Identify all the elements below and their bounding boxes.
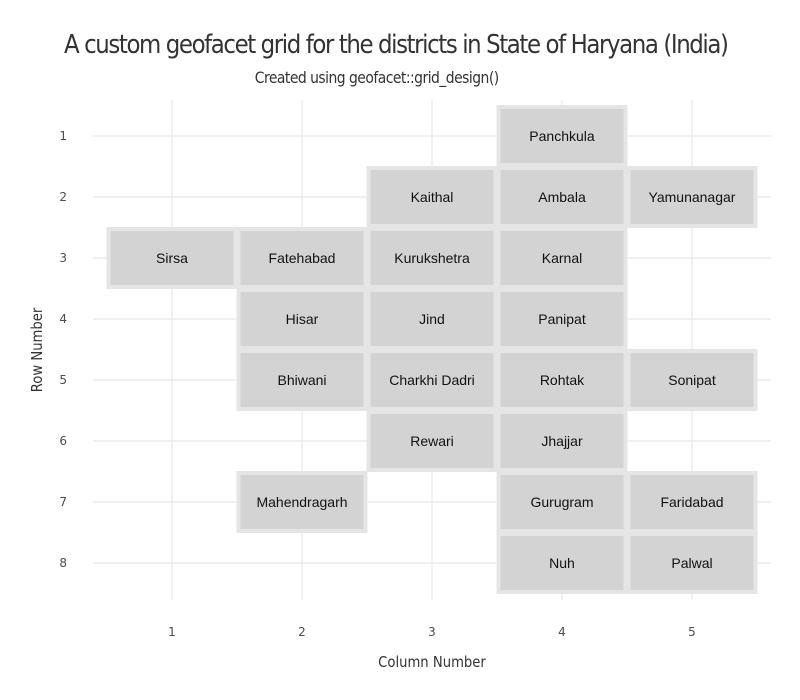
x-axis-title: Column Number (378, 654, 486, 671)
tile-rohtak (496, 349, 628, 411)
tile-label: Nuh (549, 555, 575, 571)
y-tick-label: 2 (59, 190, 67, 204)
tile-label: Panchkula (529, 128, 595, 144)
tile-label: Ambala (538, 189, 586, 205)
y-tick-label: 6 (59, 434, 67, 448)
tile-label: Gurugram (530, 494, 593, 510)
tile-karnal (496, 227, 628, 289)
tile-mahendragarh (236, 471, 368, 533)
tile-fatehabad (236, 227, 368, 289)
tile-yamunanagar (626, 166, 758, 228)
x-tick-label: 1 (168, 625, 176, 639)
tile-gurugram (496, 471, 628, 533)
tile-hisar (236, 288, 368, 350)
tile-label: Kaithal (411, 189, 454, 205)
y-tick-label: 3 (59, 251, 67, 265)
tile-label: Hisar (286, 311, 319, 327)
tile-label: Kurukshetra (394, 250, 470, 266)
y-tick-label: 4 (59, 312, 67, 326)
tile-label: Charkhi Dadri (389, 372, 475, 388)
tile-ambala (496, 166, 628, 228)
tile-nuh (496, 532, 628, 594)
tile-panchkula (496, 105, 628, 167)
tile-jind (366, 288, 498, 350)
tile-label: Panipat (538, 311, 586, 327)
y-tick-label: 7 (59, 495, 67, 509)
tiles: Panchkula Kaithal Ambala Yamunanagar Sirsa Fa… (106, 105, 758, 594)
tile-label: Sonipat (668, 372, 716, 388)
tile-charkhi-dadri (366, 349, 498, 411)
tile-kaithal (366, 166, 498, 228)
tile-label: Faridabad (660, 494, 723, 510)
x-tick-label: 3 (428, 625, 436, 639)
tile-label: Jind (419, 311, 445, 327)
y-tick-label: 5 (59, 373, 67, 387)
y-axis-ticks: 1 2 3 4 5 6 7 8 (59, 129, 67, 570)
tile-label: Palwal (671, 555, 712, 571)
chart-title: A custom geofacet grid for the districts… (64, 30, 729, 60)
y-tick-label: 1 (59, 129, 67, 143)
tile-label: Bhiwani (277, 372, 326, 388)
tile-kurukshetra (366, 227, 498, 289)
tile-label: Fatehabad (269, 250, 336, 266)
tile-sonipat (626, 349, 758, 411)
x-tick-label: 2 (298, 625, 306, 639)
tile-rewari (366, 410, 498, 472)
tile-label: Rewari (410, 433, 454, 449)
chart-subtitle: Created using geofacet::grid_design() (254, 68, 499, 87)
x-tick-label: 4 (558, 625, 566, 639)
tile-label: Sirsa (156, 250, 188, 266)
x-tick-label: 5 (688, 625, 696, 639)
tile-panipat (496, 288, 628, 350)
tile-bhiwani (236, 349, 368, 411)
tile-sirsa (106, 227, 238, 289)
tile-faridabad (626, 471, 758, 533)
tile-label: Rohtak (540, 372, 585, 388)
tile-label: Karnal (542, 250, 582, 266)
x-axis-ticks: 1 2 3 4 5 (168, 625, 696, 639)
y-axis-title: Row Number (29, 308, 46, 393)
y-tick-label: 8 (59, 556, 67, 570)
tile-label: Jhajjar (541, 433, 583, 449)
tile-jhajjar (496, 410, 628, 472)
tile-label: Mahendragarh (256, 494, 347, 510)
tile-label: Yamunanagar (649, 189, 736, 205)
tile-palwal (626, 532, 758, 594)
